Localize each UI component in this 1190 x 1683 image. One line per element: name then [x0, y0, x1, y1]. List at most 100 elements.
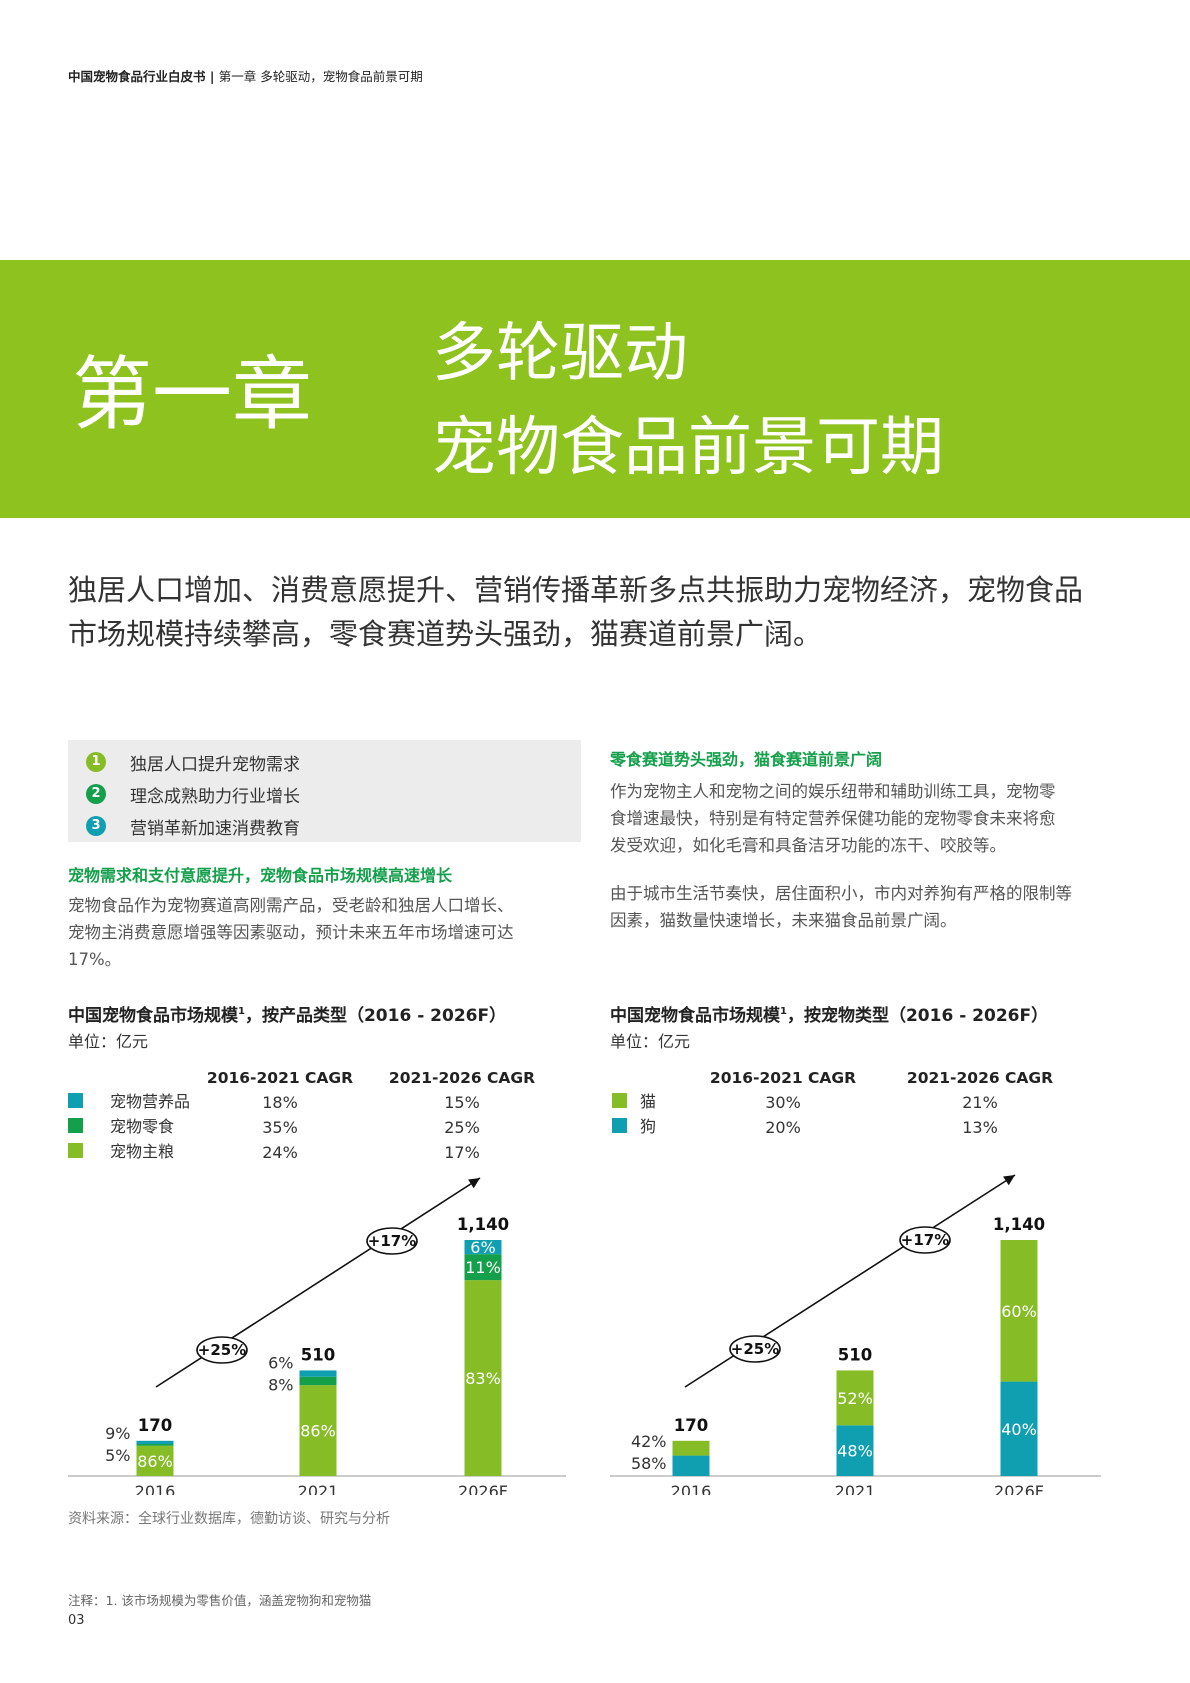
- banner-title: 多轮驱动: [432, 317, 688, 391]
- x-tick-label: 2021: [835, 1482, 876, 1495]
- paragraph: 由于城市生活节奏快，居住面积小，市内对养狗有严格的限制等 因素，猫数量快速增长，…: [610, 880, 1072, 934]
- bar-total: 170: [674, 1416, 708, 1435]
- header: 中国宠物食品行业白皮书 | 第一章 多轮驱动，宠物食品前景可期: [68, 69, 423, 84]
- text-line: 17%。: [68, 950, 122, 969]
- cagr-header: 2021-2026 CAGR: [389, 1069, 535, 1087]
- cagr-value: 24%: [262, 1143, 298, 1162]
- driver-number: 2: [86, 784, 106, 804]
- cagr-value: 21%: [962, 1093, 998, 1112]
- banner: 第一章 多轮驱动 宠物食品前景可期: [0, 260, 1190, 518]
- bar-segment: [299, 1376, 337, 1386]
- driver-text: 独居人口提升宠物需求: [130, 755, 300, 775]
- cagr-value: 15%: [444, 1093, 480, 1112]
- header-chapter: 第一章 多轮驱动，宠物食品前景可期: [218, 69, 423, 84]
- segment-label: 9%: [105, 1424, 130, 1443]
- bar-segment: [299, 1370, 337, 1377]
- cagr-header: 2021-2026 CAGR: [907, 1069, 1053, 1087]
- legend-swatch: [68, 1118, 83, 1133]
- bar-segment: [1000, 1240, 1038, 1382]
- driver-text: 营销革新加速消费教育: [130, 819, 300, 839]
- chart-title: 中国宠物食品市场规模1，按产品类型（2016 - 2026F）: [68, 1005, 506, 1026]
- annotation: +17%: [901, 1231, 949, 1249]
- chart-unit: 单位：亿元: [610, 1032, 690, 1051]
- bar-segment: [672, 1455, 710, 1476]
- legend-label: 宠物营养品: [110, 1092, 190, 1111]
- segment-label: 83%: [465, 1369, 501, 1388]
- segment-label: 6%: [470, 1238, 495, 1257]
- segment-label: 40%: [1001, 1420, 1037, 1439]
- lead-line: 市场规模持续攀高，零食赛道势头强劲，猫赛道前景广阔。: [68, 617, 823, 651]
- banner-title: 宠物食品前景可期: [432, 411, 944, 485]
- x-tick-label: 2026F: [458, 1482, 508, 1495]
- title-part: 中国宠物食品市场规模: [610, 1005, 781, 1026]
- text-line: 宠物主消费意愿增强等因素驱动，预计未来五年市场增速可达: [68, 923, 514, 942]
- title-part: ，按产品类型（2016 - 2026F）: [245, 1005, 506, 1026]
- chart-title: 中国宠物食品市场规模1，按宠物类型（2016 - 2026F）: [610, 1005, 1048, 1026]
- cagr-header: 2016-2021 CAGR: [710, 1069, 856, 1087]
- legend-label: 猫: [640, 1092, 656, 1111]
- segment-label: 58%: [631, 1454, 667, 1473]
- text-line: 作为宠物主人和宠物之间的娱乐纽带和辅助训练工具，宠物零: [610, 782, 1056, 801]
- legend-swatch: [612, 1118, 627, 1133]
- footnote: 注释：1. 该市场规模为零售价值，涵盖宠物狗和宠物猫: [68, 1593, 372, 1608]
- annotation: +25%: [731, 1340, 779, 1358]
- section-heading: 宠物需求和支付意愿提升，宠物食品市场规模高速增长: [68, 866, 453, 885]
- bar-segment: [136, 1445, 174, 1476]
- segment-label: 42%: [631, 1432, 667, 1451]
- segment-label: 11%: [465, 1258, 501, 1277]
- segment-label: 48%: [837, 1442, 873, 1461]
- header-title: 中国宠物食品行业白皮书: [68, 69, 206, 84]
- bar-total: 170: [138, 1416, 172, 1435]
- bar-segment: [836, 1425, 874, 1476]
- section-heading: 零食赛道势头强劲，猫食赛道前景广阔: [610, 750, 883, 769]
- segment-label: 6%: [268, 1353, 293, 1372]
- text-line: 食增速最快，特别是有特定营养保健功能的宠物零食未来将愈: [610, 809, 1056, 828]
- banner-chapter: 第一章: [72, 348, 312, 441]
- paragraph: 宠物食品作为宠物赛道高刚需产品，受老龄和独居人口增长、 宠物主消费意愿增强等因素…: [68, 892, 514, 973]
- legend-swatch: [612, 1093, 627, 1108]
- legend-label: 宠物零食: [110, 1117, 174, 1136]
- driver-number: 1: [86, 752, 106, 772]
- paragraph: 作为宠物主人和宠物之间的娱乐纽带和辅助训练工具，宠物零 食增速最快，特别是有特定…: [610, 778, 1056, 859]
- annotation-bubble: [729, 1335, 781, 1363]
- segment-label: 86%: [300, 1422, 336, 1441]
- bar-segment: [136, 1440, 174, 1444]
- text-line: 因素，猫数量快速增长，未来猫食品前景广阔。: [610, 911, 957, 930]
- page-number: 03: [68, 1613, 85, 1628]
- cagr-value: 25%: [444, 1118, 480, 1137]
- segment-label: 52%: [837, 1389, 873, 1408]
- title-part: ，按宠物类型（2016 - 2026F）: [787, 1005, 1048, 1026]
- segment-label: 86%: [137, 1452, 173, 1471]
- annotation: +25%: [198, 1341, 246, 1359]
- lead-line: 独居人口增加、消费意愿提升、营销传播革新多点共振助力宠物经济，宠物食品: [68, 573, 1084, 607]
- legend-swatch: [68, 1143, 83, 1158]
- bar-total: 1,140: [457, 1215, 509, 1234]
- bar-segment: [672, 1440, 710, 1456]
- bar-segment: [464, 1240, 502, 1255]
- chart-unit: 单位：亿元: [68, 1032, 148, 1051]
- annotation-bubble: [899, 1226, 951, 1254]
- text-line: 发受欢迎，如化毛膏和具备洁牙功能的冻干、咬胶等。: [610, 836, 1006, 855]
- bar-segment: [299, 1385, 337, 1476]
- bar-segment: [136, 1443, 174, 1446]
- x-tick-label: 2016: [671, 1482, 712, 1495]
- bar-segment: [1000, 1381, 1038, 1476]
- bar-segment: [836, 1370, 874, 1426]
- cagr-header: 2016-2021 CAGR: [207, 1069, 353, 1087]
- cagr-value: 35%: [262, 1118, 298, 1137]
- cagr-value: 13%: [962, 1118, 998, 1137]
- arrow-head: [468, 1178, 480, 1189]
- x-tick-label: 2016: [135, 1482, 176, 1495]
- lead: 独居人口增加、消费意愿提升、营销传播革新多点共振助力宠物经济，宠物食品 市场规模…: [68, 568, 1083, 656]
- chart: 中国宠物食品市场规模1，按产品类型（2016 - 2026F） 单位：亿元 2016…: [68, 1005, 566, 1495]
- text-line: 宠物食品作为宠物赛道高刚需产品，受老龄和独居人口增长、: [68, 896, 514, 915]
- annotation-bubble: [196, 1336, 248, 1364]
- cagr-value: 30%: [765, 1093, 801, 1112]
- drivers-box: [68, 740, 581, 842]
- title-part: 1: [238, 1006, 245, 1017]
- legend-label: 宠物主粮: [110, 1142, 174, 1161]
- driver-text: 理念成熟助力行业增长: [130, 787, 300, 807]
- bar-total: 510: [838, 1345, 872, 1364]
- bar-segment: [464, 1254, 502, 1281]
- legend-label: 狗: [640, 1117, 656, 1136]
